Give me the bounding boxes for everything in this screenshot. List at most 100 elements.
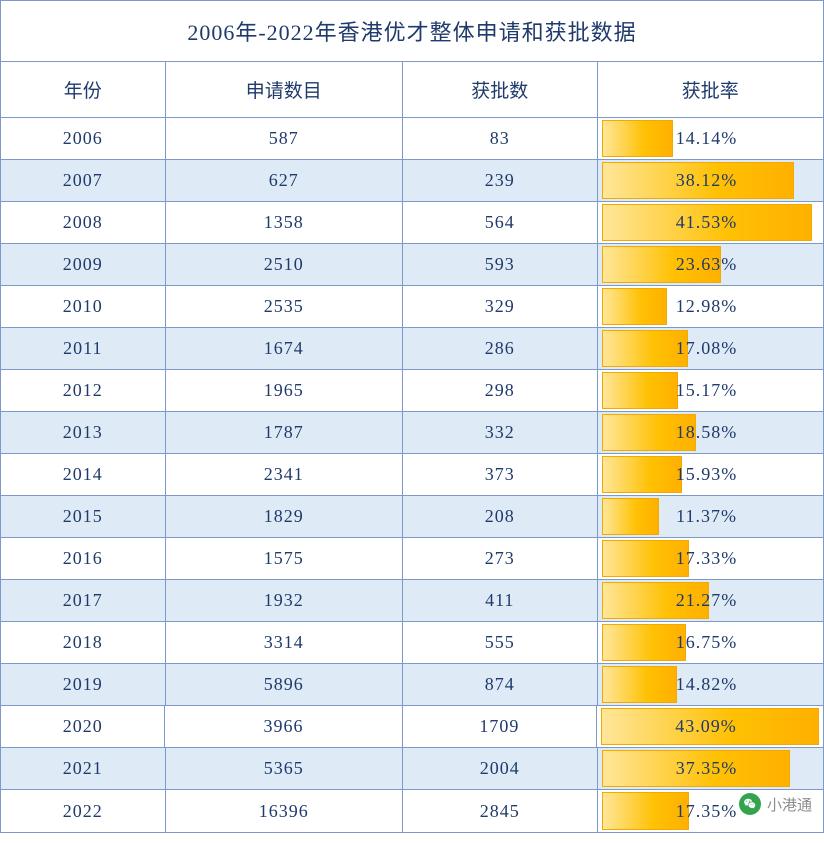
cell-year: 2016 [1, 538, 166, 579]
cell-apply: 5896 [166, 664, 403, 705]
cell-year: 2019 [1, 664, 166, 705]
cell-apply: 1674 [166, 328, 403, 369]
rate-label: 37.35% [598, 758, 816, 779]
cell-year: 2015 [1, 496, 166, 537]
table-body: 20065878314.14%200762723938.12%200813585… [1, 118, 823, 832]
cell-year: 2018 [1, 622, 166, 663]
cell-apply: 1787 [166, 412, 403, 453]
rate-label: 15.93% [598, 464, 816, 485]
cell-apply: 1965 [166, 370, 403, 411]
cell-rate: 18.58% [598, 412, 823, 453]
cell-year: 2009 [1, 244, 166, 285]
rate-label: 21.27% [598, 590, 816, 611]
table-row: 2014234137315.93% [1, 454, 823, 496]
cell-rate: 37.35% [598, 748, 823, 789]
rate-label: 17.33% [598, 548, 816, 569]
cell-year: 2007 [1, 160, 166, 201]
table-header-row: 年份 申请数目 获批数 获批率 [1, 62, 823, 118]
cell-rate: 41.53% [598, 202, 823, 243]
cell-rate: 14.14% [598, 118, 823, 159]
col-header-year: 年份 [1, 62, 166, 117]
cell-approve: 2845 [403, 790, 598, 832]
table-row: 2011167428617.08% [1, 328, 823, 370]
cell-apply: 2341 [166, 454, 403, 495]
cell-year: 2014 [1, 454, 166, 495]
cell-approve: 83 [403, 118, 598, 159]
table-row: 20065878314.14% [1, 118, 823, 160]
rate-label: 17.08% [598, 338, 816, 359]
table-title: 2006年-2022年香港优才整体申请和获批数据 [1, 1, 823, 62]
rate-label: 23.63% [598, 254, 816, 275]
rate-label: 43.09% [597, 716, 815, 737]
cell-apply: 1575 [166, 538, 403, 579]
cell-approve: 373 [403, 454, 598, 495]
table-row: 2017193241121.27% [1, 580, 823, 622]
rate-label: 15.17% [598, 380, 816, 401]
table-row: 2009251059323.63% [1, 244, 823, 286]
cell-year: 2013 [1, 412, 166, 453]
cell-rate: 15.17% [598, 370, 823, 411]
cell-apply: 16396 [166, 790, 403, 832]
cell-rate: 21.27% [598, 580, 823, 621]
cell-rate: 43.09% [597, 706, 823, 747]
table-row: 202216396284517.35% [1, 790, 823, 832]
cell-approve: 1709 [403, 706, 597, 747]
cell-year: 2008 [1, 202, 166, 243]
cell-rate: 16.75% [598, 622, 823, 663]
cell-year: 2017 [1, 580, 166, 621]
cell-year: 2012 [1, 370, 166, 411]
cell-year: 2006 [1, 118, 166, 159]
table-row: 2012196529815.17% [1, 370, 823, 412]
rate-label: 14.82% [598, 674, 816, 695]
cell-year: 2010 [1, 286, 166, 327]
rate-label: 16.75% [598, 632, 816, 653]
data-table: 2006年-2022年香港优才整体申请和获批数据 年份 申请数目 获批数 获批率… [0, 0, 824, 833]
table-row: 2008135856441.53% [1, 202, 823, 244]
cell-approve: 286 [403, 328, 598, 369]
table-row: 20215365200437.35% [1, 748, 823, 790]
cell-approve: 555 [403, 622, 598, 663]
watermark-label: 小港通 [767, 794, 812, 815]
cell-apply: 2535 [166, 286, 403, 327]
watermark: 小港通 [739, 793, 812, 815]
cell-approve: 273 [403, 538, 598, 579]
cell-apply: 1932 [166, 580, 403, 621]
cell-approve: 239 [403, 160, 598, 201]
rate-label: 12.98% [598, 296, 816, 317]
table-row: 2015182920811.37% [1, 496, 823, 538]
cell-apply: 1829 [166, 496, 403, 537]
cell-approve: 411 [403, 580, 598, 621]
rate-label: 14.14% [598, 128, 816, 149]
cell-approve: 2004 [403, 748, 598, 789]
cell-approve: 564 [403, 202, 598, 243]
rate-label: 11.37% [598, 506, 816, 527]
cell-year: 2022 [1, 790, 166, 832]
table-row: 2019589687414.82% [1, 664, 823, 706]
cell-rate: 17.33% [598, 538, 823, 579]
col-header-apply: 申请数目 [166, 62, 403, 117]
cell-approve: 332 [403, 412, 598, 453]
cell-approve: 208 [403, 496, 598, 537]
cell-rate: 12.98% [598, 286, 823, 327]
cell-rate: 38.12% [598, 160, 823, 201]
rate-label: 18.58% [598, 422, 816, 443]
table-row: 20203966170943.09% [1, 706, 823, 748]
cell-apply: 5365 [166, 748, 403, 789]
cell-rate: 15.93% [598, 454, 823, 495]
cell-approve: 329 [403, 286, 598, 327]
table-row: 200762723938.12% [1, 160, 823, 202]
table-row: 2013178733218.58% [1, 412, 823, 454]
cell-year: 2021 [1, 748, 166, 789]
cell-apply: 2510 [166, 244, 403, 285]
cell-rate: 17.08% [598, 328, 823, 369]
cell-approve: 593 [403, 244, 598, 285]
cell-approve: 298 [403, 370, 598, 411]
wechat-icon [739, 793, 761, 815]
cell-apply: 1358 [166, 202, 403, 243]
rate-label: 38.12% [598, 170, 816, 191]
cell-apply: 627 [166, 160, 403, 201]
table-row: 2016157527317.33% [1, 538, 823, 580]
col-header-approve: 获批数 [403, 62, 598, 117]
col-header-rate: 获批率 [598, 62, 823, 117]
table-row: 2010253532912.98% [1, 286, 823, 328]
